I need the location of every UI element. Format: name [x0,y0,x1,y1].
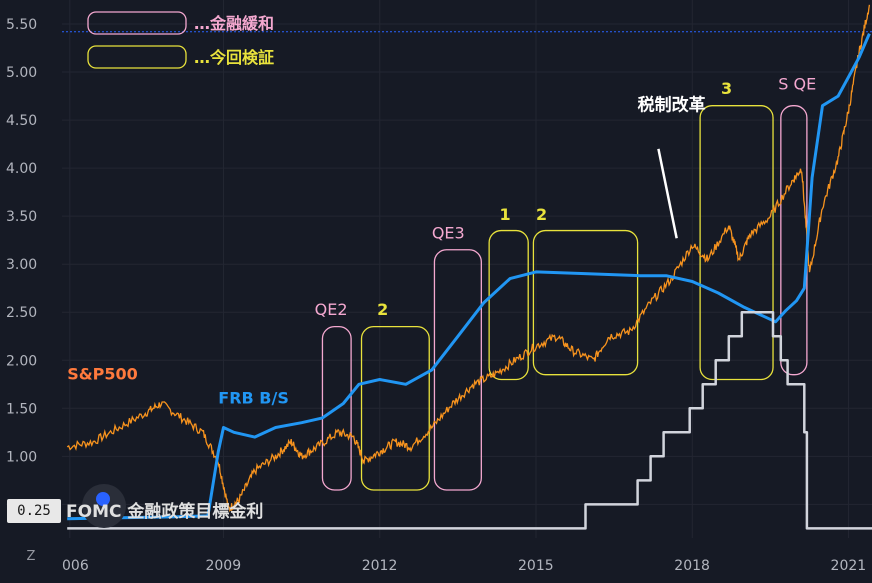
x-tick-label: 006 [62,558,89,574]
y-tick-label: 1.00 [6,449,37,465]
highlight-box [433,249,482,491]
chart-annotation: S QE [778,74,816,93]
highlight-box [360,325,430,491]
legend-swatch [87,45,187,69]
tax-reform-arrow [657,148,678,239]
chart-annotation: 1 [500,205,511,224]
x-tick-label: 2018 [674,558,710,574]
x-tick-label: 2012 [362,558,398,574]
y-tick-label: 5.00 [6,65,37,81]
legend-swatch [87,11,187,35]
z-button[interactable]: Z [26,549,36,564]
y-tick-label: 5.50 [6,17,37,33]
chart-annotation: QE2 [315,300,348,319]
series-sp500-line [66,4,871,513]
chart-annotation: 2 [377,300,388,319]
chart-annotation: 2 [536,205,547,224]
x-tick-label: 2009 [205,558,241,574]
y-tick-label: 4.00 [6,161,37,177]
chart-annotation: FRB B/S [218,389,289,408]
y-tick-label: 1.50 [6,401,37,417]
y-tick-label: 2.50 [6,305,37,321]
chart-annotation: 3 [721,79,732,98]
highlight-box [321,325,352,491]
y-tick-label: 3.50 [6,209,37,225]
chart-annotation: S&P500 [67,364,138,383]
y-tick-label: 2.00 [6,353,37,369]
chart-annotation: 税制改革 [638,94,706,115]
fomc-series-label: FOMC 金融政策目標金利 [66,502,264,522]
series-fomc-line [67,310,872,530]
x-tick-label: 2015 [518,558,554,574]
y-tick-label: 3.00 [6,257,37,273]
tradingview-logo [82,484,126,528]
highlight-box [488,229,529,381]
x-tick-label: 2021 [831,558,867,574]
fomc-value-badge: 0.25 [7,499,61,523]
legend-label: …今回検証 [194,48,274,67]
highlight-box [532,229,639,376]
series-frb-line [67,33,871,521]
chart-annotation: QE3 [432,223,465,242]
logo-dot-icon [96,492,110,506]
y-tick-label: 4.50 [6,113,37,129]
legend-label: …金融緩和 [194,14,274,33]
highlight-box [699,105,774,381]
